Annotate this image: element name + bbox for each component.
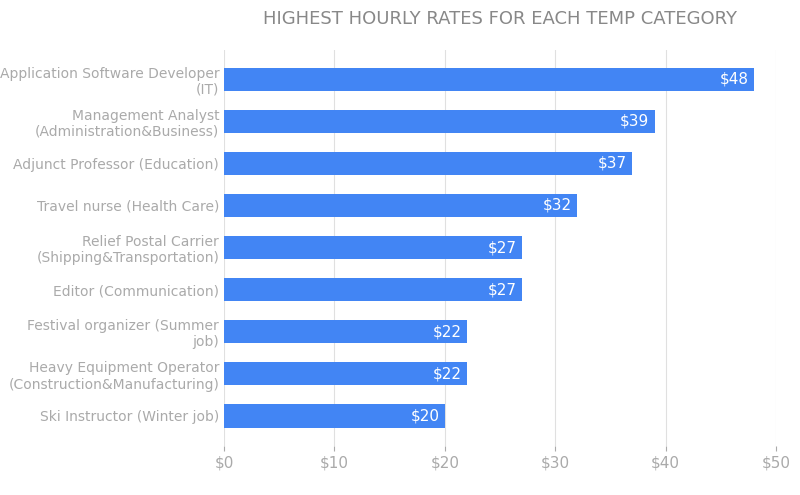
Text: $27: $27 xyxy=(487,240,517,255)
Bar xyxy=(224,236,522,259)
Text: $20: $20 xyxy=(410,408,439,423)
Bar xyxy=(224,404,445,428)
Title: HIGHEST HOURLY RATES FOR EACH TEMP CATEGORY: HIGHEST HOURLY RATES FOR EACH TEMP CATEG… xyxy=(263,10,737,29)
Text: $32: $32 xyxy=(542,198,572,213)
Text: $22: $22 xyxy=(432,324,462,339)
Text: $37: $37 xyxy=(598,156,627,171)
Bar xyxy=(224,67,754,91)
Bar xyxy=(224,362,467,386)
Text: $27: $27 xyxy=(487,282,517,297)
Text: $22: $22 xyxy=(432,366,462,381)
Bar xyxy=(224,278,522,301)
Text: $48: $48 xyxy=(719,72,749,87)
Bar xyxy=(224,320,467,344)
Bar xyxy=(224,194,578,217)
Bar xyxy=(224,151,633,175)
Text: $39: $39 xyxy=(620,114,649,129)
Bar xyxy=(224,109,654,133)
